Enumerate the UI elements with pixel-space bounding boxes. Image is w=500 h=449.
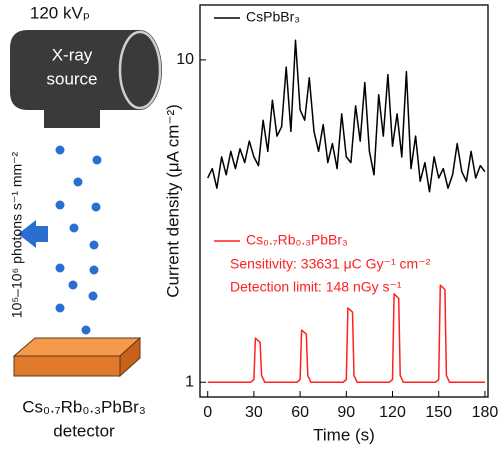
flux-label: 10⁵–10⁶ photons s⁻¹ mm⁻² (9, 151, 25, 318)
source-end (118, 30, 162, 110)
annotation: Detection limit: 148 nGy s⁻¹ (230, 279, 402, 295)
detector-label: Cs₀.₇Rb₀.₃PbBr₃ (22, 397, 146, 416)
data-line (207, 39, 486, 193)
x-axis-label: Time (s) (313, 425, 375, 444)
x-tick-label: 60 (291, 404, 309, 421)
schematic: 120 kVₚ X-ray source 10⁵–10⁶ photons s⁻¹… (9, 3, 162, 440)
detector-top (12, 337, 142, 357)
detector-front (13, 355, 121, 377)
voltage-label: 120 kVₚ (30, 3, 90, 22)
annotation: Sensitivity: 33631 μC Gy⁻¹ cm⁻² (230, 256, 431, 272)
legend-label: Cs₀.₇Rb₀.₃PbBr₃ (246, 232, 348, 248)
x-tick-label: 0 (203, 404, 212, 421)
plot-frame (199, 4, 489, 398)
photons (55, 145, 102, 335)
detector-side (119, 336, 141, 378)
x-tick-label: 90 (337, 404, 355, 421)
source-label: X-ray (52, 45, 93, 64)
y-tick-label: 10 (176, 51, 194, 68)
y-tick-label: 1 (185, 373, 194, 390)
legend-label: CsPbBr₃ (246, 9, 300, 25)
x-tick-label: 120 (379, 404, 406, 421)
data-line (207, 284, 485, 383)
source-label: source (46, 69, 97, 88)
x-tick-label: 150 (425, 404, 452, 421)
x-tick-label: 30 (245, 404, 263, 421)
y-axis-label: Current density (μA cm⁻²) (163, 104, 182, 298)
flux-arrow (18, 220, 48, 248)
detector-label: detector (53, 421, 115, 440)
x-tick-label: 180 (472, 404, 499, 421)
